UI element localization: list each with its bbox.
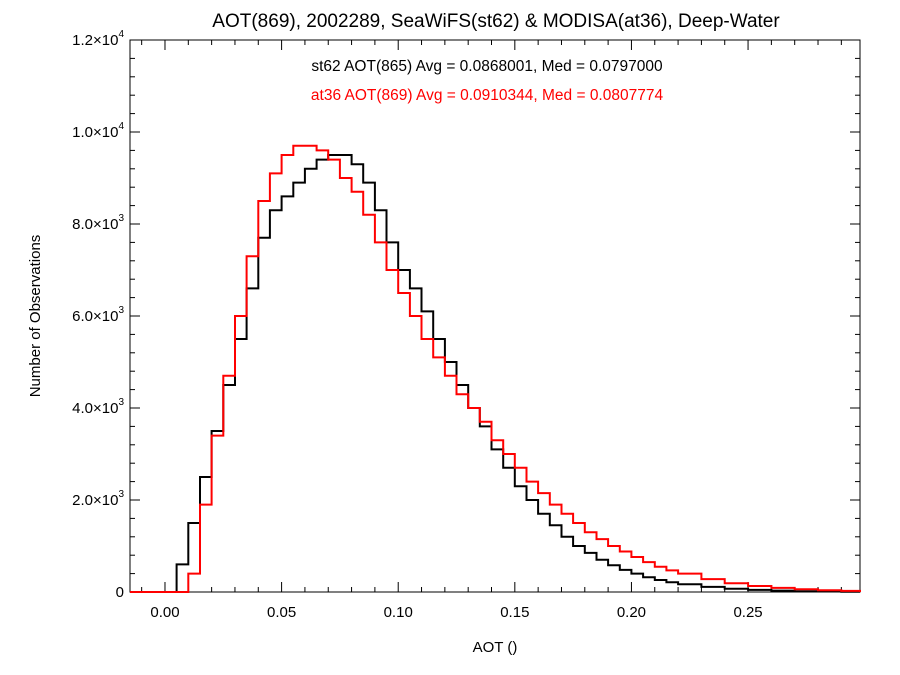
y-tick-mantissa: 8.0×10 <box>72 216 118 233</box>
y-tick-mantissa: 2.0×10 <box>72 492 118 509</box>
y-tick-exponent: 4 <box>118 29 124 40</box>
y-tick-label: 0 <box>116 584 124 601</box>
y-tick-label: 2.0×103 <box>72 489 124 509</box>
annotation-st62: st62 AOT(865) Avg = 0.0868001, Med = 0.0… <box>311 58 663 75</box>
y-tick-label: 1.2×104 <box>72 29 124 49</box>
x-tick-labels: 0.00 0.05 0.10 0.15 0.20 0.25 <box>150 604 762 621</box>
y-tick-label: 8.0×103 <box>72 213 124 233</box>
y-tick-exponent: 3 <box>118 305 124 316</box>
y-tick-labels: 02.0×1034.0×1036.0×1038.0×1031.0×1041.2×… <box>72 29 124 601</box>
y-axis-label: Number of Observations <box>27 235 44 398</box>
x-tick-label: 0.05 <box>267 604 296 621</box>
y-tick-label: 4.0×103 <box>72 397 124 417</box>
chart-title: AOT(869), 2002289, SeaWiFS(st62) & MODIS… <box>212 11 780 32</box>
y-tick-mantissa: 4.0×10 <box>72 400 118 417</box>
y-tick-mantissa: 0 <box>116 584 124 601</box>
annotation-at36: at36 AOT(869) Avg = 0.0910344, Med = 0.0… <box>311 87 664 104</box>
axis-ticks <box>130 39 860 593</box>
x-tick-label: 0.15 <box>500 604 529 621</box>
series-1-line <box>130 144 861 593</box>
y-tick-exponent: 3 <box>118 213 124 224</box>
x-tick-label: 0.00 <box>150 604 179 621</box>
x-tick-label: 0.25 <box>733 604 762 621</box>
y-tick-mantissa: 1.2×10 <box>72 32 118 49</box>
y-tick-exponent: 3 <box>118 489 124 500</box>
series-0-line <box>130 154 861 593</box>
y-tick-label: 1.0×104 <box>72 121 124 141</box>
y-tick-exponent: 3 <box>118 397 124 408</box>
y-tick-mantissa: 6.0×10 <box>72 308 118 325</box>
histogram-series <box>130 144 861 593</box>
x-tick-label: 0.10 <box>384 604 413 621</box>
x-tick-label: 0.20 <box>617 604 646 621</box>
y-tick-mantissa: 1.0×10 <box>72 124 118 141</box>
y-tick-label: 6.0×103 <box>72 305 124 325</box>
y-tick-exponent: 4 <box>118 121 124 132</box>
x-axis-label: AOT () <box>473 639 518 656</box>
